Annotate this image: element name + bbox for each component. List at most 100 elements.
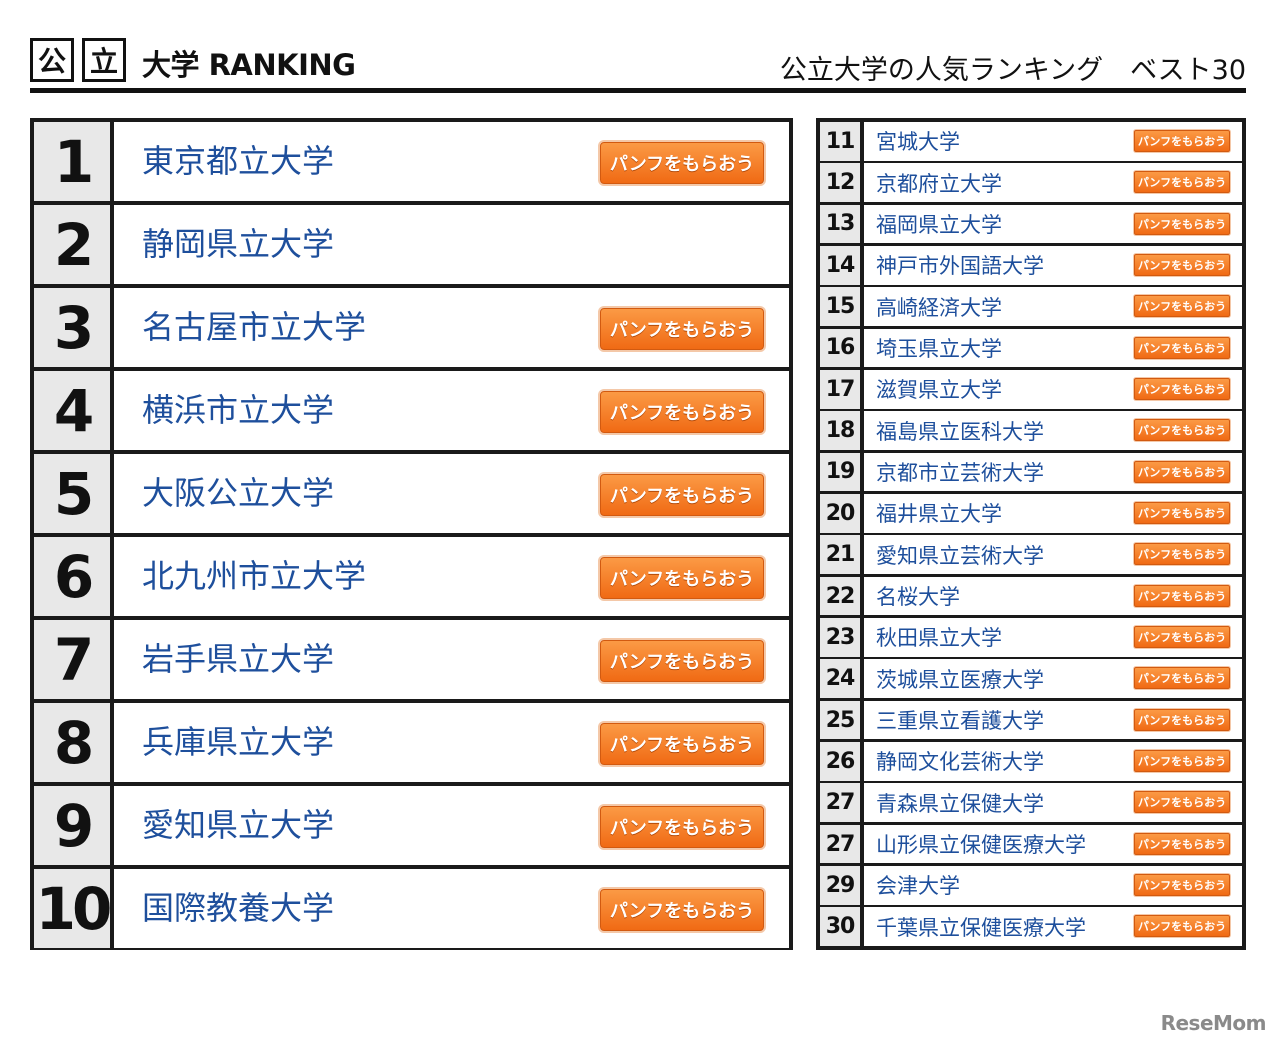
request-pamphlet-button[interactable]: パンフをもらおう [1134,708,1230,731]
page-header: 公 立 大学 RANKING 公立大学の人気ランキング ベスト30 [30,36,1246,88]
university-name[interactable]: 神戸市外国語大学 [876,254,1044,279]
rank-number: 14 [820,246,864,285]
university-name[interactable]: 山形県立保健医療大学 [876,833,1086,858]
logo-kanji-box: 立 [82,38,126,82]
ranking-row: 30 千葉県立保健医療大学 パンフをもらおう [820,907,1242,946]
university-name[interactable]: 三重県立看護大学 [876,709,1044,734]
ranking-row: 27 青森県立保健大学 パンフをもらおう [820,783,1242,822]
request-pamphlet-button[interactable]: パンフをもらおう [1134,915,1230,938]
university-name[interactable]: 高崎経済大学 [876,295,1002,320]
university-name[interactable]: 埼玉県立大学 [876,336,1002,361]
university-name[interactable]: 京都府立大学 [876,171,1002,196]
rank-number: 24 [820,659,864,698]
request-pamphlet-button[interactable]: パンフをもらおう [600,806,764,848]
rank-number: 10 [34,869,114,948]
ranking-row: 8 兵庫県立大学 パンフをもらおう [34,703,789,782]
request-pamphlet-button[interactable]: パンフをもらおう [1134,502,1230,525]
university-name[interactable]: 国際教養大学 [142,889,335,927]
university-name[interactable]: 愛知県立芸術大学 [876,543,1044,568]
rank-number: 16 [820,328,864,368]
rank-number: 23 [820,618,864,657]
ranking-row: 16 埼玉県立大学 パンフをもらおう [820,328,1242,368]
ranking-row: 13 福岡県立大学 パンフをもらおう [820,204,1242,244]
university-name[interactable]: 横浜市立大学 [142,391,335,429]
ranking-row: 4 横浜市立大学 パンフをもらおう [34,371,789,450]
request-pamphlet-button[interactable]: パンフをもらおう [1134,832,1230,855]
university-name[interactable]: 東京都立大学 [142,142,335,180]
request-pamphlet-button[interactable]: パンフをもらおう [1134,584,1230,607]
request-pamphlet-button[interactable]: パンフをもらおう [600,723,764,765]
rank-number: 13 [820,204,864,244]
rank-number: 5 [34,454,114,533]
page-subtitle: 公立大学の人気ランキング ベスト30 [779,55,1246,86]
university-name[interactable]: 京都市立芸術大学 [876,460,1044,485]
ranking-row: 11 宮城大学 パンフをもらおう [820,122,1242,161]
logo-text: 大学 RANKING [142,48,356,82]
request-pamphlet-button[interactable]: パンフをもらおう [1134,543,1230,566]
header-divider [30,88,1246,93]
university-name[interactable]: 宮城大学 [876,130,960,155]
request-pamphlet-button[interactable]: パンフをもらおう [600,557,764,599]
request-pamphlet-button[interactable]: パンフをもらおう [600,142,764,184]
university-name[interactable]: 愛知県立大学 [142,806,335,844]
ranking-row: 17 滋賀県立大学 パンフをもらおう [820,370,1242,409]
request-pamphlet-button[interactable]: パンフをもらおう [1134,460,1230,483]
ranking-row: 29 会津大学 パンフをもらおう [820,866,1242,905]
request-pamphlet-button[interactable]: パンフをもらおう [1134,378,1230,401]
ranking-row: 25 三重県立看護大学 パンフをもらおう [820,700,1242,740]
ranking-row: 20 福井県立大学 パンフをもらおう [820,494,1242,533]
request-pamphlet-button[interactable]: パンフをもらおう [1134,791,1230,814]
rank-number: 11 [820,122,864,161]
ranking-row: 23 秋田県立大学 パンフをもらおう [820,618,1242,657]
resemom-watermark: ReseMom [1160,1011,1267,1035]
ranking-row: 3 名古屋市立大学 パンフをもらおう [34,288,789,367]
request-pamphlet-button[interactable]: パンフをもらおう [600,308,764,350]
rank-number: 25 [820,700,864,740]
ranking-row: 18 福島県立医科大学 パンフをもらおう [820,411,1242,450]
university-name[interactable]: 滋賀県立大学 [876,378,1002,403]
request-pamphlet-button[interactable]: パンフをもらおう [600,889,764,931]
university-name[interactable]: 福岡県立大学 [876,212,1002,237]
university-name[interactable]: 静岡県立大学 [142,225,335,263]
university-name[interactable]: 会津大学 [876,874,960,899]
ranking-row: 2 静岡県立大学 [34,205,789,284]
request-pamphlet-button[interactable]: パンフをもらおう [1134,130,1230,152]
request-pamphlet-button[interactable]: パンフをもらおう [1134,626,1230,649]
rank-number: 22 [820,576,864,616]
request-pamphlet-button[interactable]: パンフをもらおう [1134,667,1230,690]
request-pamphlet-button[interactable]: パンフをもらおう [1134,874,1230,897]
university-name[interactable]: 大阪公立大学 [142,474,335,512]
university-name[interactable]: 千葉県立保健医療大学 [876,915,1086,940]
university-name[interactable]: 岩手県立大学 [142,640,335,678]
university-name[interactable]: 静岡文化芸術大学 [876,750,1044,775]
request-pamphlet-button[interactable]: パンフをもらおう [1134,419,1230,442]
request-pamphlet-button[interactable]: パンフをもらおう [1134,171,1230,194]
university-name[interactable]: 北九州市立大学 [142,557,367,595]
request-pamphlet-button[interactable]: パンフをもらおう [1134,336,1230,359]
university-name[interactable]: 名古屋市立大学 [142,308,367,346]
request-pamphlet-button[interactable]: パンフをもらおう [600,640,764,682]
request-pamphlet-button[interactable]: パンフをもらおう [1134,750,1230,773]
university-name[interactable]: 名桜大学 [876,585,960,609]
request-pamphlet-button[interactable]: パンフをもらおう [600,391,764,433]
rank-number: 18 [820,411,864,450]
rank-number: 12 [820,163,864,202]
university-name[interactable]: 福井県立大学 [876,502,1002,527]
request-pamphlet-button[interactable]: パンフをもらおう [600,474,764,516]
university-name[interactable]: 秋田県立大学 [876,626,1002,651]
rank-number: 3 [34,288,114,367]
rank-number: 21 [820,535,864,574]
university-name[interactable]: 茨城県立医療大学 [876,667,1044,692]
rank-number: 6 [34,537,114,616]
rank-number: 26 [820,742,864,781]
request-pamphlet-button[interactable]: パンフをもらおう [1134,254,1230,277]
university-name[interactable]: 青森県立保健大学 [876,791,1044,816]
ranking-row: 24 茨城県立医療大学 パンフをもらおう [820,659,1242,698]
university-name[interactable]: 福島県立医科大学 [876,419,1044,444]
university-name[interactable]: 兵庫県立大学 [142,723,335,761]
ranking-row: 19 京都市立芸術大学 パンフをもらおう [820,452,1242,492]
rank-number: 30 [820,907,864,946]
rank-number: 17 [820,370,864,409]
request-pamphlet-button[interactable]: パンフをもらおう [1134,212,1230,235]
request-pamphlet-button[interactable]: パンフをもらおう [1134,295,1230,318]
